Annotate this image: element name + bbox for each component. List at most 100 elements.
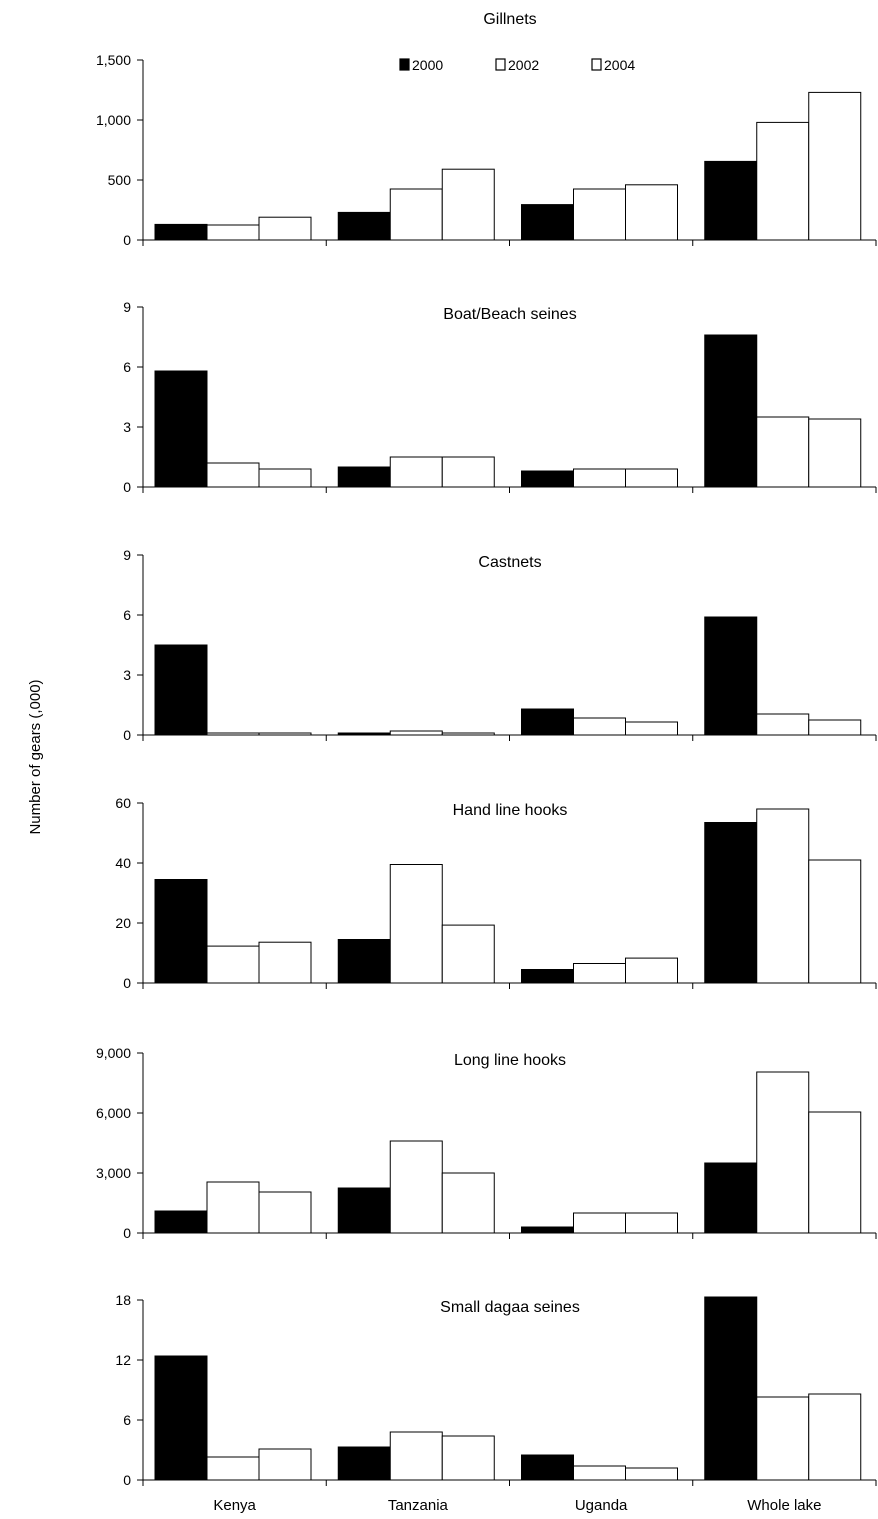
y-tick-label: 1,500	[96, 52, 131, 68]
bar-kenya-2002	[206, 945, 260, 984]
y-tick-label: 1,000	[96, 112, 131, 128]
bar-uganda-2004	[625, 1467, 678, 1481]
y-tick-label: 6	[123, 1412, 131, 1428]
bar-tanzania-2004	[441, 732, 495, 736]
bar-kenya-2000	[154, 644, 208, 736]
y-tick-label: 0	[123, 975, 131, 991]
y-tick-label: 18	[115, 1292, 131, 1308]
chart-panel-long-line-hooks: Long line hooks 0 3,000 6,000 9,000	[96, 1045, 877, 1241]
bar-uganda-2004	[625, 957, 678, 984]
bar-kenya-2002	[206, 1181, 260, 1234]
y-tick-label: 6	[123, 359, 131, 375]
bar-whole-lake-2004	[808, 719, 862, 736]
y-tick-label: 40	[115, 855, 131, 871]
bar-whole-lake-2004	[808, 418, 862, 488]
bar-whole-lake-2002	[756, 808, 810, 984]
bar-whole-lake-2000	[704, 616, 758, 736]
chart-panel-boat-beach-seines: Boat/Beach seines 0 3 6 9	[123, 299, 877, 495]
bar-kenya-2004	[258, 468, 312, 488]
y-tick-label: 0	[123, 479, 131, 495]
bar-whole-lake-2002	[756, 416, 810, 488]
chart-title: Gillnets	[483, 11, 536, 28]
y-tick-label: 3	[123, 667, 131, 683]
x-tick-label: Kenya	[213, 1497, 256, 1514]
legend-label: 2000	[412, 57, 443, 73]
bar-tanzania-2004	[441, 1435, 495, 1481]
bar-whole-lake-2000	[704, 1162, 758, 1234]
bar-whole-lake-2000	[704, 822, 758, 984]
y-tick-label: 0	[123, 727, 131, 743]
bar-tanzania-2004	[441, 1172, 495, 1234]
bar-uganda-2002	[573, 468, 626, 488]
y-tick-label: 20	[115, 915, 131, 931]
chart-title: Small dagaa seines	[440, 1299, 580, 1316]
bar-whole-lake-2004	[808, 859, 862, 984]
bar-kenya-2004	[258, 216, 312, 241]
bar-whole-lake-2004	[808, 1111, 862, 1234]
bar-tanzania-2000	[337, 1446, 391, 1481]
legend-swatch-2000	[399, 58, 410, 71]
bar-uganda-2002	[573, 188, 626, 241]
bar-tanzania-2004	[441, 924, 495, 984]
bar-kenya-2002	[206, 462, 260, 488]
bar-kenya-2000	[154, 370, 208, 488]
bar-whole-lake-2002	[756, 121, 810, 241]
x-tick-label: Whole lake	[747, 1497, 821, 1514]
y-tick-label: 9	[123, 299, 131, 315]
bar-tanzania-2004	[441, 456, 495, 488]
y-tick-label: 12	[115, 1352, 131, 1368]
chart-panel-small-dagaa-seines: Small dagaa seines 0 6 12 18 Kenya Tanzania Uga…	[115, 1292, 877, 1514]
bar-tanzania-2002	[389, 730, 443, 736]
bar-tanzania-2000	[337, 732, 391, 736]
legend-swatch-2004	[591, 58, 602, 71]
bar-tanzania-2002	[389, 1431, 443, 1481]
y-tick-label: 6	[123, 607, 131, 623]
bar-whole-lake-2004	[808, 1393, 862, 1481]
bar-kenya-2004	[258, 1191, 312, 1234]
y-tick-label: 500	[108, 172, 132, 188]
y-tick-label: 3,000	[96, 1165, 131, 1181]
bar-uganda-2002	[573, 963, 626, 984]
bar-kenya-2004	[258, 1448, 312, 1481]
bar-tanzania-2002	[389, 456, 443, 488]
bar-tanzania-2002	[389, 1140, 443, 1234]
bar-uganda-2002	[573, 717, 626, 736]
bar-whole-lake-2002	[756, 1396, 810, 1481]
y-axis-label: Number of gears (,000)	[27, 679, 44, 834]
bar-whole-lake-2000	[704, 160, 758, 241]
chart-panel-castnets: Castnets 0 3 6 9	[123, 547, 877, 743]
bar-uganda-2002	[573, 1465, 626, 1481]
y-tick-label: 3	[123, 419, 131, 435]
legend-label: 2002	[508, 57, 539, 73]
bar-tanzania-2002	[389, 188, 443, 241]
chart-panel-gillnets: Gillnets 0 500 1,000 1,500 2000 2002 2004	[96, 11, 877, 248]
bar-whole-lake-2002	[756, 1071, 810, 1234]
chart-title: Hand line hooks	[453, 802, 568, 819]
bar-uganda-2000	[521, 204, 574, 241]
bar-tanzania-2002	[389, 864, 443, 984]
chart-title: Boat/Beach seines	[443, 306, 576, 323]
y-tick-label: 60	[115, 795, 131, 811]
bar-tanzania-2000	[337, 1187, 391, 1234]
bar-uganda-2004	[625, 1212, 678, 1234]
legend-swatch-2002	[495, 58, 506, 71]
bar-kenya-2002	[206, 224, 260, 241]
legend-label: 2004	[604, 57, 635, 73]
y-tick-label: 6,000	[96, 1105, 131, 1121]
bar-tanzania-2000	[337, 939, 391, 984]
bar-whole-lake-2000	[704, 1296, 758, 1481]
x-tick-label: Uganda	[575, 1497, 628, 1514]
bar-uganda-2000	[521, 470, 574, 488]
bar-uganda-2000	[521, 1226, 574, 1234]
bar-uganda-2004	[625, 721, 678, 736]
chart-panel-hand-line-hooks: Hand line hooks 0 20 40 60	[115, 795, 877, 991]
y-tick-label: 0	[123, 1225, 131, 1241]
bar-uganda-2002	[573, 1212, 626, 1234]
bar-uganda-2004	[625, 468, 678, 488]
bar-kenya-2000	[154, 223, 208, 241]
bar-kenya-2002	[206, 1456, 260, 1481]
y-tick-label: 0	[123, 232, 131, 248]
bar-kenya-2004	[258, 941, 312, 984]
bar-uganda-2000	[521, 969, 574, 984]
